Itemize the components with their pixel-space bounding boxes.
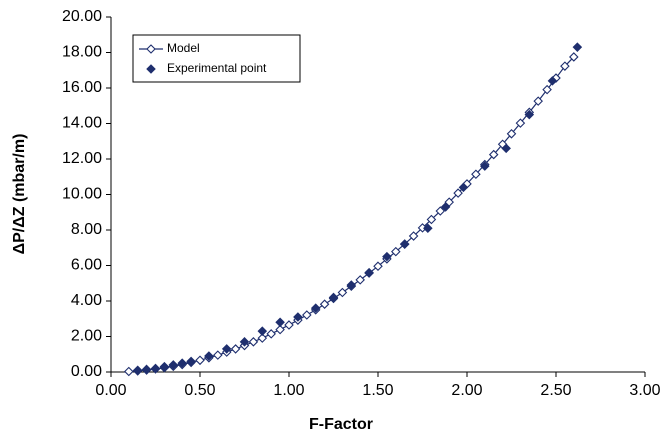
- data-point: [284, 320, 294, 330]
- data-point: [480, 161, 490, 171]
- data-point: [346, 280, 357, 290]
- data-point: [141, 364, 152, 375]
- data-point: [275, 317, 285, 328]
- model-line: [128, 56, 575, 373]
- data-point: [257, 333, 268, 343]
- data-point: [230, 344, 241, 354]
- data-point: [501, 143, 511, 154]
- data-point: [355, 275, 365, 285]
- data-point: [319, 299, 330, 309]
- data-point: [266, 329, 276, 339]
- data-point: [524, 109, 535, 120]
- data-point: [186, 356, 196, 367]
- y-tick-label: 20.00: [62, 8, 102, 25]
- x-tick-label: 1.00: [273, 382, 304, 399]
- data-point: [423, 223, 433, 234]
- data-point: [547, 76, 558, 86]
- data-point: [435, 206, 446, 216]
- data-point: [471, 169, 481, 180]
- x-tick-label: 2.50: [540, 382, 571, 399]
- y-tick-label: 18.00: [62, 44, 102, 61]
- data-point: [515, 118, 526, 128]
- data-point: [408, 231, 419, 241]
- data-point: [382, 251, 392, 262]
- y-tick-label: 10.00: [62, 186, 102, 203]
- data-point: [399, 239, 410, 249]
- y-tick-label: 6.00: [71, 257, 102, 274]
- y-tick-label: 12.00: [62, 150, 102, 167]
- data-point: [364, 267, 374, 278]
- legend-marker: [146, 44, 156, 54]
- x-tick-label: 3.00: [629, 382, 660, 399]
- legend-marker: [146, 64, 156, 74]
- x-tick-label: 2.00: [451, 382, 482, 399]
- data-point: [293, 312, 303, 322]
- data-point: [560, 61, 570, 71]
- data-point: [302, 310, 312, 320]
- data-point: [373, 261, 383, 271]
- y-tick-label: 16.00: [62, 79, 102, 96]
- legend: Model Experimental point: [132, 34, 301, 83]
- data-point: [506, 129, 517, 139]
- data-point: [458, 182, 469, 193]
- x-tick-label: 0.50: [184, 382, 215, 399]
- data-point: [124, 366, 134, 377]
- data-point: [569, 52, 579, 62]
- data-point: [426, 214, 437, 225]
- legend-label: Experimental point: [167, 61, 267, 75]
- y-tick-label: 0.00: [71, 363, 102, 380]
- y-tick-label: 14.00: [62, 115, 102, 132]
- data-point: [221, 344, 232, 354]
- legend-box: [132, 34, 301, 83]
- data-point: [542, 84, 552, 95]
- data-point: [391, 246, 401, 257]
- y-tick-label: 8.00: [71, 221, 102, 238]
- data-point: [440, 202, 451, 212]
- data-point: [132, 365, 143, 376]
- data-point: [159, 361, 170, 372]
- data-point: [213, 350, 223, 360]
- y-tick-label: 4.00: [71, 292, 102, 309]
- x-tick-label: 1.50: [362, 382, 393, 399]
- legend-label: Model: [167, 41, 200, 55]
- data-point: [275, 324, 285, 335]
- x-axis-label: F-Factor: [309, 416, 373, 433]
- data-point: [204, 351, 214, 361]
- data-point: [453, 188, 463, 198]
- data-point: [572, 42, 583, 52]
- data-point: [257, 326, 268, 336]
- data-point: [310, 303, 321, 313]
- data-point: [168, 360, 179, 370]
- y-axis-label: ΔP/ΔZ (mbar/m): [11, 134, 28, 255]
- x-tick-label: 0.00: [95, 382, 126, 399]
- y-tick-label: 2.00: [71, 328, 102, 345]
- data-point: [328, 292, 339, 303]
- data-point: [195, 355, 205, 366]
- data-point: [248, 337, 259, 347]
- data-point: [337, 287, 348, 298]
- data-point: [239, 337, 250, 347]
- data-point: [177, 358, 187, 368]
- data-point: [533, 96, 543, 106]
- data-point: [150, 363, 161, 374]
- data-point: [488, 149, 499, 160]
